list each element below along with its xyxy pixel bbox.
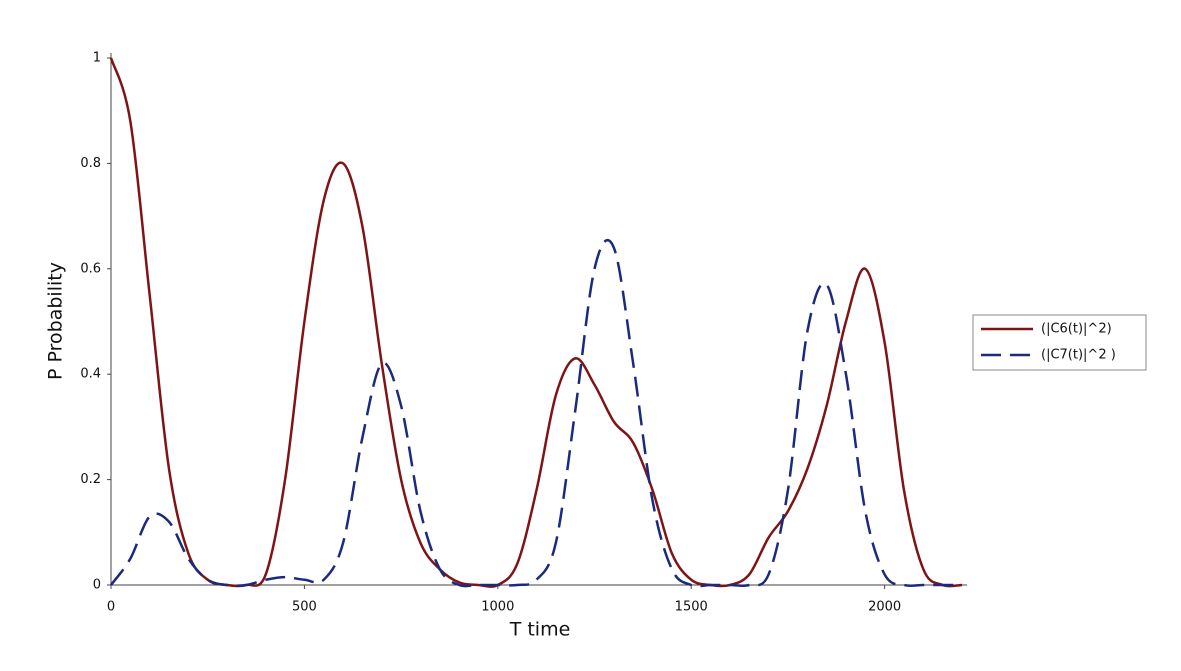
y-tick-label: 0.6 xyxy=(80,261,101,276)
x-tick-label: 1500 xyxy=(675,600,708,615)
y-axis-title: P Probability xyxy=(45,262,67,380)
x-tick-label: 500 xyxy=(292,600,317,615)
y-tick-label: 0.2 xyxy=(80,472,101,487)
x-tick-label: 0 xyxy=(107,600,115,615)
x-tick-label: 1000 xyxy=(481,600,514,615)
legend-box xyxy=(972,314,1147,371)
x-tick-label: 2000 xyxy=(868,600,901,615)
line-series xyxy=(109,57,963,588)
legend-label: (|C6(t)|^2) xyxy=(1041,322,1112,337)
x-axis-title: T time xyxy=(509,619,571,641)
y-tick-label: 0.4 xyxy=(80,367,101,382)
line-series xyxy=(109,239,962,588)
legend-label: (|C7(t)|^2 ) xyxy=(1041,348,1116,363)
y-tick-label: 0 xyxy=(93,578,101,593)
y-tick-label: 1 xyxy=(93,51,101,66)
y-tick-label: 0.8 xyxy=(80,156,101,171)
